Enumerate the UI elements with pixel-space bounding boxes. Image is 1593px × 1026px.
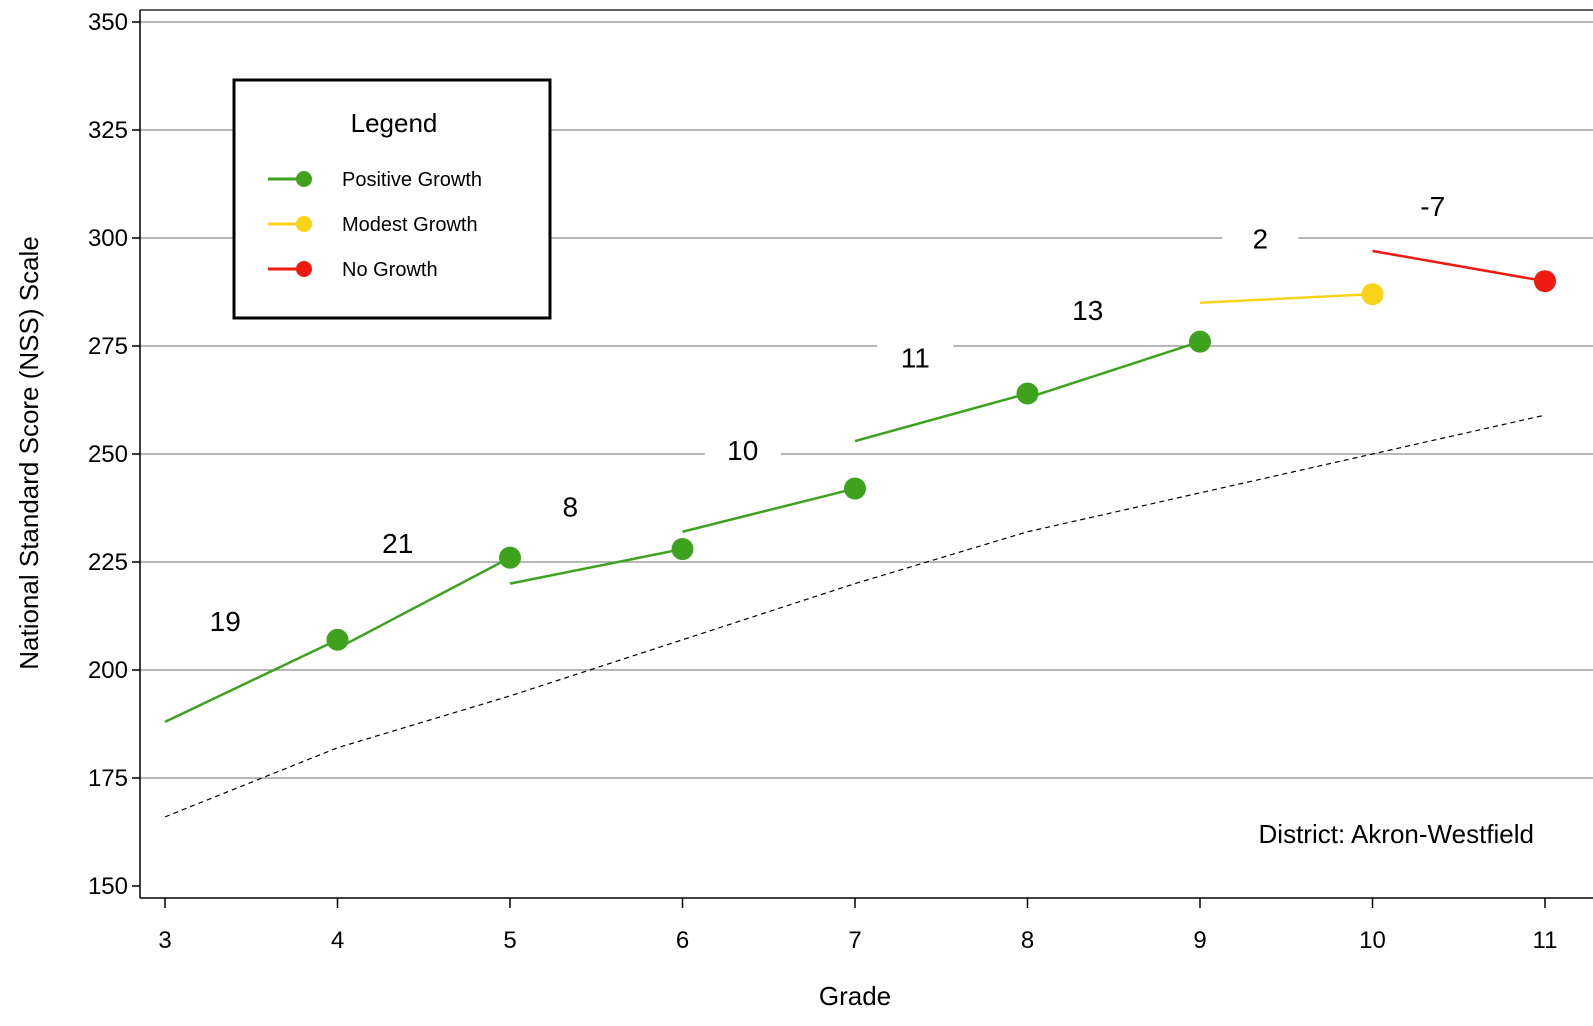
legend-entry-label: Positive Growth [342,169,482,191]
y-tick-label: 175 [88,765,128,792]
score-point [1361,283,1384,306]
y-tick-label: 325 [88,117,128,144]
legend-swatch-dot [296,171,312,187]
score-point [499,546,521,569]
growth-label: 2 [1252,223,1268,254]
growth-label-bg [704,432,781,469]
x-tick-label: 9 [1193,927,1206,954]
growth-segment [682,487,856,533]
legend-swatch-dot [296,216,312,232]
legend-entry-label: No Growth [342,259,438,281]
legend-title: Legend [351,108,438,138]
growth-label-bg [359,525,436,562]
growth-segment [336,556,511,650]
growth-label: 10 [727,435,758,466]
reference-line [164,414,1546,818]
growth-segment [1027,340,1201,400]
y-tick-label: 250 [88,441,128,468]
growth-labels: 19 21 8 10 11 13 2 -7 [187,188,1471,639]
legend-swatch-dot [296,261,312,277]
y-tick-label: 275 [88,333,128,360]
y-tick-label: 300 [88,225,128,252]
growth-segment [854,392,1028,443]
x-tick-label: 6 [676,927,689,954]
growth-segment [1199,292,1373,305]
legend: Legend Positive Growth Modest Growth No Gr… [232,78,552,320]
score-point [844,477,866,500]
growth-label-bg [1222,220,1299,257]
legend-entry-label: Modest Growth [342,214,478,236]
growth-segment [164,638,339,723]
growth-segment [509,547,683,585]
y-tick-label: 200 [88,657,128,684]
x-tick-label: 4 [331,927,344,954]
y-tick-label: 350 [88,9,128,36]
legend-entries: Positive Growth Modest Growth No Growth [268,169,482,281]
x-tick-label: 8 [1021,927,1034,954]
growth-segments [164,249,1556,723]
x-axis-title: Grade [819,981,891,1011]
growth-label: 21 [382,528,413,559]
score-point [1189,330,1211,353]
growth-label: 19 [210,606,241,637]
score-point [1016,382,1039,405]
growth-label: 13 [1072,295,1103,326]
x-tick-label: 10 [1359,927,1386,954]
growth-segment [1372,249,1546,283]
growth-label-bg [1049,291,1126,328]
legend-box [232,78,552,320]
axes: 150 175 200 225 250 275 300 325 350 3 4 5 6 7 8 9 10 11 [88,9,1593,954]
x-tick-label: 3 [158,927,171,954]
score-point [671,538,694,561]
x-tick-label: 5 [503,927,516,954]
growth-label-bg [187,602,264,639]
growth-label-bg [532,488,609,525]
x-tick-label: 11 [1533,927,1558,954]
growth-label: 11 [901,342,930,373]
growth-label-bg [1394,188,1471,225]
district-annotation: District: Akron-Westfield [1259,819,1534,849]
y-axis-title: National Standard Score (NSS) Scale [14,236,44,670]
reference-line-group [164,414,1546,818]
y-tick-label: 225 [88,549,128,576]
x-tick-label: 7 [848,927,861,954]
growth-label: -7 [1420,191,1445,222]
y-tick-label: 150 [88,873,128,900]
score-point [1534,270,1556,293]
growth-label: 8 [562,491,578,522]
growth-label-bg [877,339,954,376]
